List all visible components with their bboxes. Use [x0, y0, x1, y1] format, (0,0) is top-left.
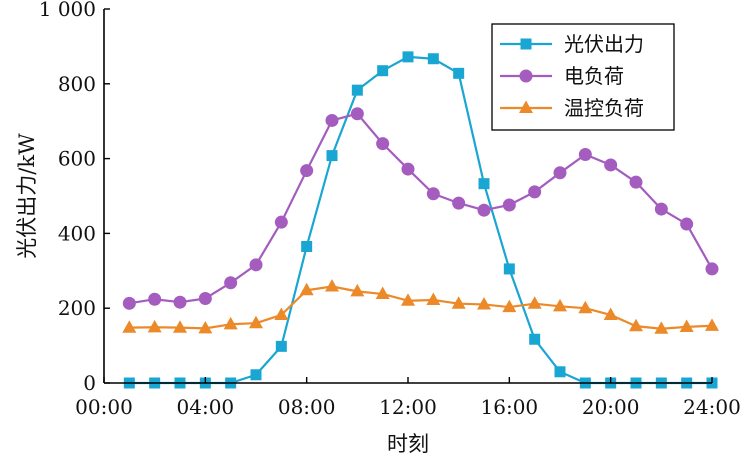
series-line [129, 112, 713, 305]
x-tick-label: 08:00 [278, 395, 336, 419]
x-tick-label: 16:00 [481, 395, 539, 419]
data-point [503, 263, 515, 275]
data-point [578, 147, 592, 161]
data-point [654, 321, 669, 334]
data-point [426, 292, 441, 306]
data-point [402, 51, 414, 63]
data-point [680, 217, 694, 231]
y-tick-label: 1 000 [39, 0, 96, 21]
data-point [122, 320, 137, 333]
data-point [274, 215, 288, 229]
data-point [502, 198, 516, 212]
y-tick-label: 400 [58, 221, 96, 245]
data-point [300, 164, 314, 178]
data-point [553, 166, 567, 180]
legend-marker [519, 100, 533, 114]
data-point [350, 107, 364, 121]
x-tick-label: 04:00 [177, 395, 235, 419]
data-point [705, 262, 719, 276]
data-point [477, 203, 491, 217]
data-point [249, 315, 263, 329]
y-tick-label: 600 [58, 147, 96, 171]
data-point [325, 113, 339, 127]
data-point [350, 283, 365, 297]
series-3 [122, 279, 719, 334]
data-point [223, 316, 238, 330]
data-point [679, 319, 694, 332]
data-point [224, 276, 238, 290]
x-tick-label: 00:00 [75, 395, 133, 419]
legend-label: 温控负荷 [564, 96, 644, 120]
data-point [529, 333, 541, 345]
x-tick-label: 12:00 [379, 395, 437, 419]
data-point [325, 279, 339, 292]
data-point [275, 340, 287, 352]
data-point [274, 307, 289, 320]
x-tick-label: 20:00 [582, 395, 640, 419]
data-point [478, 178, 490, 190]
data-point [147, 319, 162, 333]
data-point [401, 293, 415, 306]
x-axis-title: 时刻 [387, 432, 429, 456]
data-point [705, 318, 719, 331]
data-point [326, 150, 338, 162]
data-point [301, 240, 313, 252]
x-tick-label: 24:00 [683, 395, 741, 419]
data-point [527, 296, 542, 309]
data-point [629, 175, 643, 189]
data-point [654, 202, 668, 216]
data-point [375, 286, 390, 300]
data-point [426, 187, 440, 201]
legend-label: 电负荷 [564, 64, 624, 88]
data-point [427, 53, 439, 65]
data-point [122, 296, 136, 310]
legend-marker [520, 38, 532, 50]
data-point [198, 320, 213, 334]
data-point [299, 282, 314, 296]
y-tick-label: 200 [58, 296, 96, 320]
data-point [250, 369, 262, 381]
data-point [173, 295, 187, 309]
data-point [401, 162, 415, 176]
series-line [129, 285, 713, 330]
data-point [554, 366, 566, 378]
data-point [377, 65, 389, 77]
series-layer [122, 51, 719, 389]
data-point [502, 299, 517, 313]
data-point [148, 292, 162, 306]
data-point [376, 137, 390, 151]
data-point [477, 297, 491, 310]
y-tick-label: 800 [58, 72, 96, 96]
data-point [629, 318, 643, 332]
data-point [452, 196, 466, 210]
data-point [451, 296, 466, 309]
axes: 00:00 04:00 08:00 12:00 16:00 20:00 24:00 0 200 4… [39, 0, 741, 419]
data-point [453, 67, 465, 79]
series-2 [122, 107, 719, 310]
data-point [528, 185, 542, 199]
data-point [578, 300, 593, 314]
data-point [351, 84, 363, 96]
data-point [249, 258, 263, 272]
y-axis-title: 光伏出力/kW [15, 133, 39, 259]
data-point [198, 291, 212, 305]
y-tick-label: 0 [83, 371, 96, 395]
data-point [603, 307, 618, 320]
legend-label: 光伏出力 [564, 32, 644, 56]
legend-marker [519, 69, 533, 83]
data-point [173, 320, 187, 333]
data-point [553, 298, 567, 312]
data-point [604, 158, 618, 172]
